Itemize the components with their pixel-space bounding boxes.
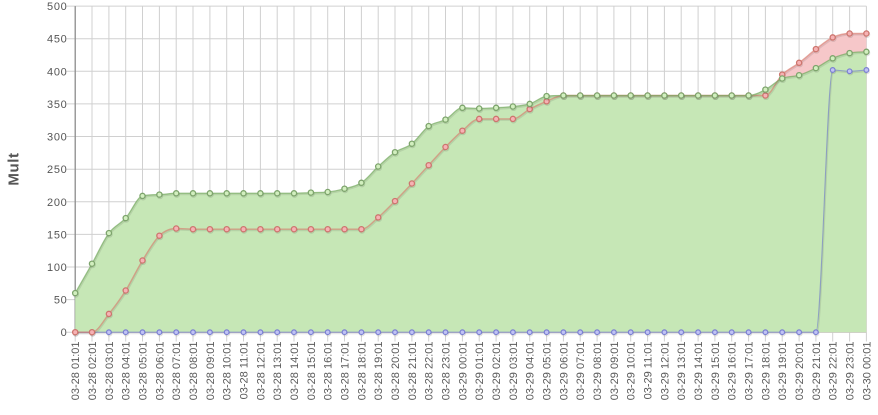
svg-text:03-29 18:01: 03-29 18:01 [760,342,772,401]
svg-text:03-29 07:01: 03-29 07:01 [575,342,587,401]
svg-text:400: 400 [47,66,67,78]
svg-text:03-30 00:01: 03-30 00:01 [861,342,873,401]
svg-text:03-28 18:01: 03-28 18:01 [356,342,368,401]
svg-text:03-29 06:01: 03-29 06:01 [558,342,570,401]
svg-text:350: 350 [47,99,67,111]
svg-text:03-28 23:01: 03-28 23:01 [441,342,453,401]
svg-text:500: 500 [47,1,67,13]
svg-text:03-28 07:01: 03-28 07:01 [171,342,183,401]
svg-text:300: 300 [47,132,67,144]
svg-text:03-29 00:01: 03-29 00:01 [457,342,469,401]
svg-text:50: 50 [54,295,68,307]
svg-text:03-29 14:01: 03-29 14:01 [693,342,705,401]
svg-text:0: 0 [61,327,68,339]
svg-text:03-29 23:01: 03-29 23:01 [845,342,857,401]
svg-text:03-29 17:01: 03-29 17:01 [744,342,756,401]
svg-text:03-28 04:01: 03-28 04:01 [121,342,133,401]
svg-text:03-28 09:01: 03-28 09:01 [205,342,217,401]
svg-text:200: 200 [47,197,67,209]
svg-text:03-29 20:01: 03-29 20:01 [794,342,806,401]
svg-text:03-28 17:01: 03-28 17:01 [340,342,352,401]
svg-text:03-28 06:01: 03-28 06:01 [154,342,166,401]
svg-text:03-29 03:01: 03-29 03:01 [508,342,520,401]
svg-text:03-28 02:01: 03-28 02:01 [87,342,99,401]
svg-text:03-29 16:01: 03-29 16:01 [727,342,739,401]
svg-text:03-29 09:01: 03-29 09:01 [609,342,621,401]
svg-text:03-28 15:01: 03-28 15:01 [306,342,318,401]
svg-text:03-29 02:01: 03-29 02:01 [491,341,503,400]
svg-text:03-29 10:01: 03-29 10:01 [626,342,638,401]
svg-text:03-28 05:01: 03-28 05:01 [138,342,150,401]
svg-text:250: 250 [47,164,67,176]
svg-text:100: 100 [47,262,67,274]
svg-text:03-28 10:01: 03-28 10:01 [222,342,234,401]
svg-text:03-28 11:01: 03-28 11:01 [239,342,251,400]
svg-text:03-28 13:01: 03-28 13:01 [272,342,284,401]
svg-text:03-28 14:01: 03-28 14:01 [289,342,301,401]
svg-text:03-29 15:01: 03-29 15:01 [710,342,722,401]
svg-text:03-28 08:01: 03-28 08:01 [188,342,200,401]
svg-text:03-28 12:01: 03-28 12:01 [255,342,267,401]
svg-text:03-29 22:01: 03-29 22:01 [828,342,840,401]
svg-text:03-28 16:01: 03-28 16:01 [323,342,335,401]
svg-text:150: 150 [47,229,67,241]
svg-text:03-29 13:01: 03-29 13:01 [676,342,688,401]
svg-text:03-29 08:01: 03-29 08:01 [592,342,604,401]
svg-text:03-29 05:01: 03-29 05:01 [542,342,554,401]
svg-text:03-28 20:01: 03-28 20:01 [390,342,402,401]
svg-text:03-28 19:01: 03-28 19:01 [373,342,385,401]
svg-text:450: 450 [47,34,67,46]
svg-text:03-28 01:01: 03-28 01:01 [70,342,82,401]
svg-text:03-29 19:01: 03-29 19:01 [777,342,789,401]
svg-text:03-28 03:01: 03-28 03:01 [104,342,116,401]
svg-text:03-29 04:01: 03-29 04:01 [525,342,537,401]
svg-text:03-28 21:01: 03-28 21:01 [407,342,419,401]
svg-text:03-29 01:01: 03-29 01:01 [474,342,486,401]
svg-text:03-28 22:01: 03-28 22:01 [424,342,436,401]
svg-text:Mult: Mult [6,152,23,185]
svg-text:03-29 11:01: 03-29 11:01 [643,342,655,400]
svg-text:03-29 12:01: 03-29 12:01 [659,342,671,401]
svg-text:03-29 21:01: 03-29 21:01 [811,342,823,401]
